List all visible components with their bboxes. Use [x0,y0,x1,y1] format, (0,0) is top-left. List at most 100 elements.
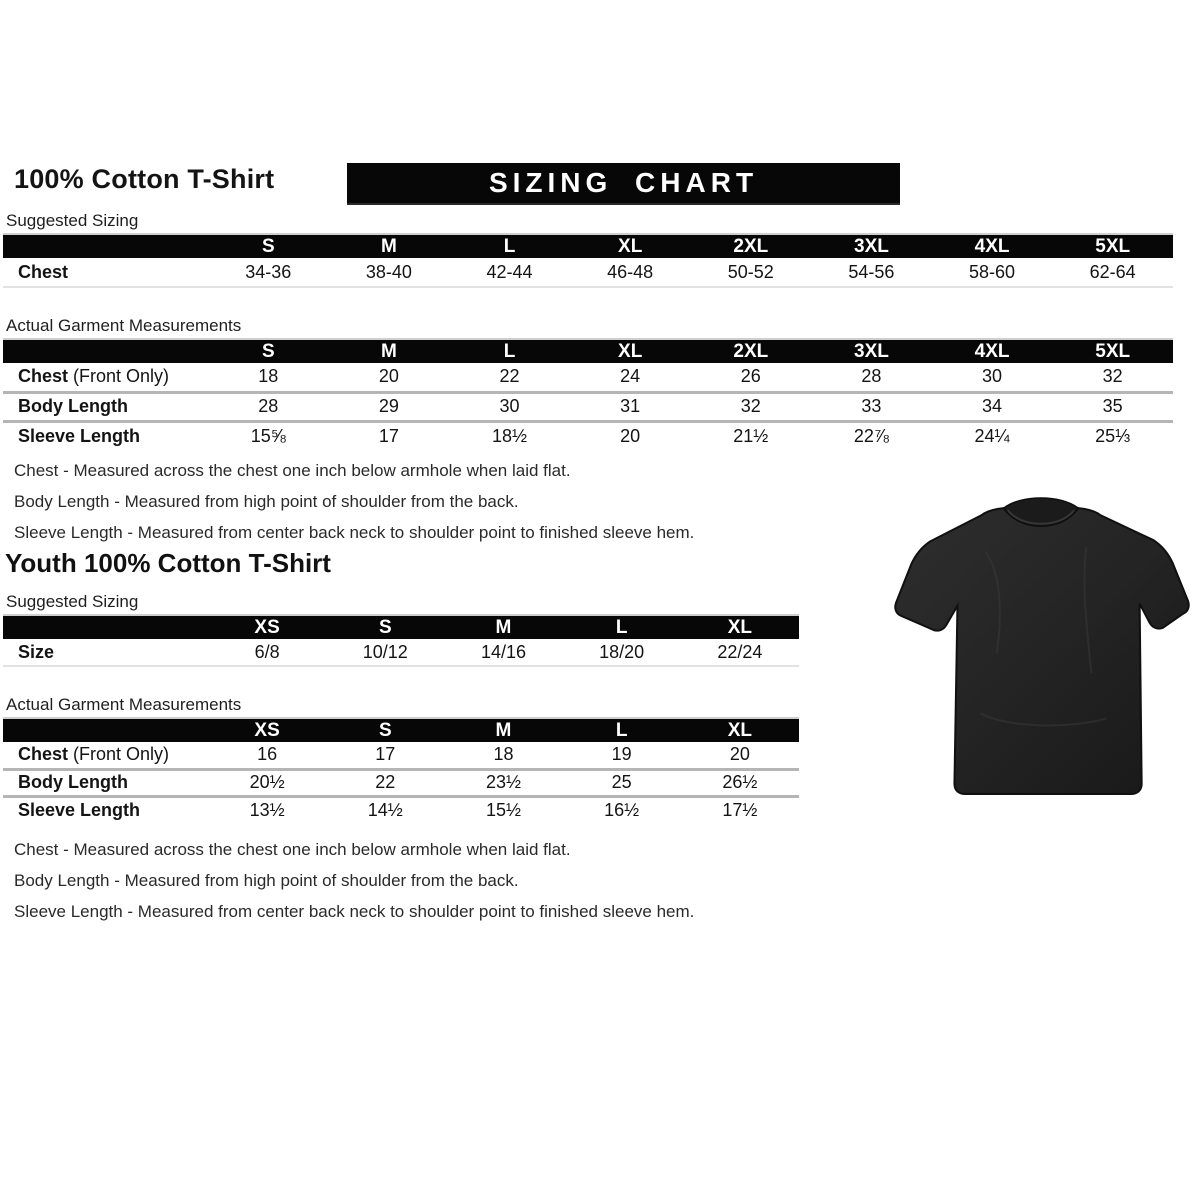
row-label: Chest [18,744,69,765]
cell-value: 20 [378,366,399,387]
column-header-m: M [328,234,450,258]
cell-value: 34 [931,390,1053,421]
header-row: S M L XL 2XL 3XL 4XL 5XL [3,339,1173,363]
tshirt-body-shape [894,507,1190,795]
cell-value: 18 [493,744,514,765]
cell-value: 22/24 [680,639,799,667]
cell-value: 26 [740,366,761,387]
youth-measurement-notes: Chest - Measured across the chest one in… [14,840,694,933]
cell-value: 17 [328,419,450,450]
cell-value: 34-36 [208,258,329,288]
youth-section-title: Youth 100% Cotton T-Shirt [5,548,331,578]
column-header-5xl: 5XL [1052,339,1173,363]
column-header-s: S [326,615,445,639]
note-body-length: Body Length - Measured from high point o… [14,492,519,511]
row-label: Chest [18,366,69,387]
column-header-m: M [444,718,563,742]
row-label-cell: Body Length [3,390,208,421]
row-label-cell: Sleeve Length [3,419,208,450]
cell-value: 50-52 [690,258,812,288]
cell-value: 17 [375,744,396,765]
table-row: Sleeve Length 13½ 14½ 15½ 16½ 17½ [3,794,799,823]
row-label-cell: Size [3,639,208,667]
cell-value: 20 [569,419,691,450]
sizing-chart-banner-text: SIZING CHART [488,167,759,198]
cell-value: 16½ [562,794,681,823]
cell-value: 31 [569,390,691,421]
cell-value: 17½ [680,794,799,823]
column-header-xl: XL [569,339,691,363]
row-label-cell: Chest (Front Only) [3,742,208,769]
row-label-suffix: (Front Only) [68,366,170,387]
youth-suggested-sizing-label: Suggested Sizing [6,592,139,611]
column-header-m: M [444,615,563,639]
header-row: XS S M L XL [3,615,799,639]
row-label: Chest [18,261,69,282]
table-row: Sleeve Length 15⅝ 17 18½ 20 21½ 22⅞ 24¼ 25⅓ [3,419,1173,450]
column-header-xs: XS [208,718,327,742]
column-header-2xl: 2XL [690,234,812,258]
cell-value: 30 [982,366,1003,387]
cell-value: 21½ [690,419,812,450]
cell-value: 6/8 [208,639,327,667]
cell-value: 16 [257,744,278,765]
cell-value: 22 [326,767,445,796]
corner-cell [3,339,208,363]
table-row: Body Length 20½ 22 23½ 25 26½ [3,767,799,796]
column-header-xl: XL [569,234,691,258]
sizing-chart-banner: SIZING CHART [347,163,900,205]
row-label-suffix: (Front Only) [68,744,170,765]
column-header-s: S [208,339,329,363]
column-header-xs: XS [208,615,327,639]
row-label: Size [18,641,55,662]
adult-actual-measurements-table: S M L XL 2XL 3XL 4XL 5XL Chest (Front Only) 18 20 2… [3,338,1173,450]
note-body-length: Body Length - Measured from high point o… [14,871,519,890]
cell-value: 29 [328,390,450,421]
cell-value: 23½ [444,767,563,796]
column-header-m: M [328,339,450,363]
column-header-l: L [562,718,681,742]
corner-cell [3,718,208,742]
cell-value: 42-44 [449,258,570,288]
column-header-l: L [562,615,681,639]
tshirt-collar-highlight [1006,509,1076,525]
column-header-5xl: 5XL [1052,234,1173,258]
column-header-2xl: 2XL [690,339,812,363]
table-row: Chest (Front Only) 18 20 22 24 26 28 30 32 [3,363,1173,392]
note-chest: Chest - Measured across the chest one in… [14,461,571,480]
cell-value: 10/12 [326,639,445,667]
cell-value: 28 [861,366,882,387]
cell-value: 18/20 [562,639,681,667]
cell-value: 25 [562,767,681,796]
row-label-cell: Chest (Front Only) [3,363,208,392]
column-header-xl: XL [680,718,799,742]
row-label-cell: Chest [3,258,208,288]
youth-actual-measurements-table: XS S M L XL Chest (Front Only) 16 17 18 19 20 Body … [3,717,799,823]
column-header-4xl: 4XL [931,339,1053,363]
cell-value: 22⅞ [811,419,932,450]
adult-measurement-notes: Chest - Measured across the chest one in… [14,461,694,554]
column-header-l: L [449,234,570,258]
row-label-cell: Body Length [3,767,208,796]
adult-suggested-sizing-label: Suggested Sizing [6,211,139,230]
cell-value: 26½ [680,767,799,796]
cell-value: 62-64 [1052,258,1173,288]
column-header-s: S [326,718,445,742]
tshirt-collar [1002,497,1080,527]
cell-value: 30 [449,390,570,421]
header-row: XS S M L XL [3,718,799,742]
adult-actual-measurements-label: Actual Garment Measurements [6,316,242,335]
table-row: Size 6/8 10/12 14/16 18/20 22/24 [3,639,799,667]
cell-value: 25⅓ [1052,419,1173,450]
row-label: Body Length [18,772,128,792]
row-label: Sleeve Length [18,425,141,446]
column-header-l: L [449,339,570,363]
cell-value: 24¼ [931,419,1053,450]
column-header-4xl: 4XL [931,234,1053,258]
row-label: Body Length [18,396,128,416]
cell-value: 54-56 [811,258,932,288]
cell-value: 22 [499,366,520,387]
cell-value: 24 [620,366,641,387]
table-row: Chest (Front Only) 16 17 18 19 20 [3,742,799,769]
corner-cell [3,234,208,258]
